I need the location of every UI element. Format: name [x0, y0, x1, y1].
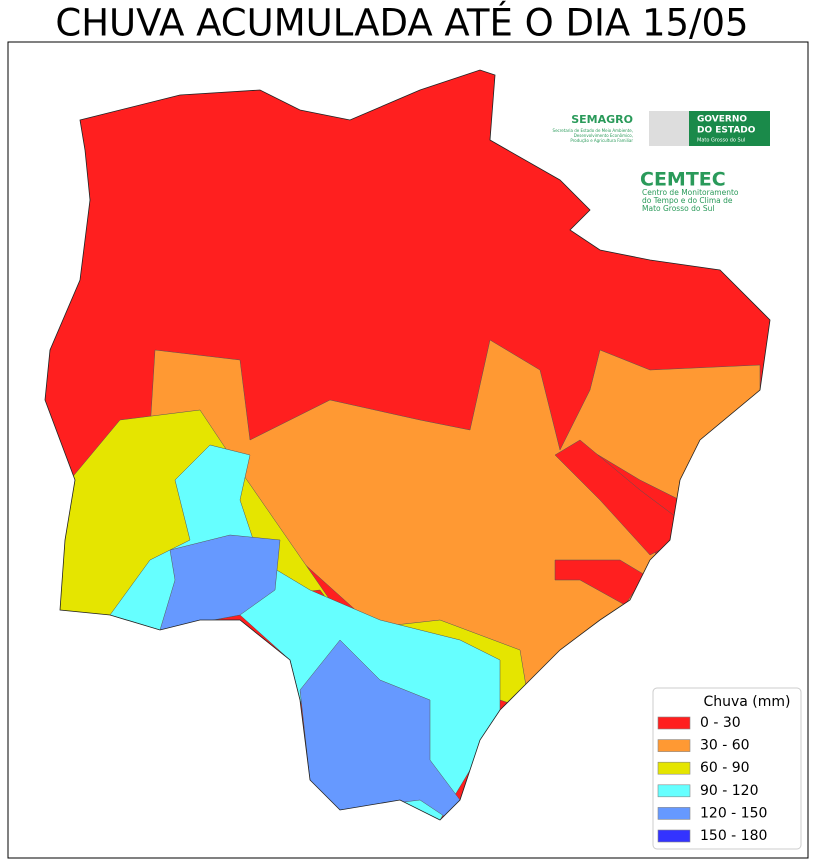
logo-text: SEMAGRO — [571, 113, 633, 126]
logo-cemtec: CEMTEC Centro de Monitoramento do Tempo … — [640, 169, 739, 214]
logo-text: GOVERNO — [697, 115, 747, 125]
legend-swatch — [657, 761, 691, 775]
logo-text: Desenvolvimento Econômico, — [574, 133, 633, 138]
map-title: CHUVA ACUMULADA ATÉ O DIA 15/05 — [55, 1, 748, 45]
legend-label: 60 - 90 — [700, 760, 750, 776]
regions — [45, 70, 770, 820]
logo-box — [689, 111, 770, 146]
legend-label: 30 - 60 — [700, 738, 750, 754]
legend-swatch — [657, 739, 691, 752]
legend-swatch — [657, 716, 691, 730]
legend-label: 0 - 30 — [700, 715, 741, 731]
map-frame — [7, 41, 809, 859]
state-outline — [44, 69, 771, 821]
legend-label: 150 - 180 — [700, 828, 767, 844]
logo-text: CEMTEC — [640, 169, 726, 191]
logo-text: Mato Grosso do Sul — [697, 138, 745, 144]
logo-semagro: SEMAGRO Secretaria de Estado de Meio Amb… — [553, 113, 634, 143]
legend-title: Chuva (mm) — [703, 694, 790, 710]
legend: Chuva (mm) 0 - 30 30 - 60 60 - 90 90 - 120 1… — [652, 687, 802, 850]
logo-text: DO ESTADO — [697, 126, 756, 136]
legend-label: 90 - 120 — [700, 783, 759, 799]
logo-text: do Tempo e do Clima de — [642, 196, 733, 205]
logo-text: Produção e Agricultura Familiar — [570, 138, 633, 143]
logo-emblem — [649, 111, 689, 146]
logo-text: Secretaria de Estado de Meio Ambiente, — [553, 128, 633, 133]
logo-text: Mato Grosso do Sul — [642, 204, 714, 213]
legend-swatch — [657, 829, 691, 843]
logo-text: Centro de Monitoramento — [642, 188, 739, 197]
rain-region — [159, 534, 281, 631]
legend-swatch — [657, 784, 691, 798]
legend-swatch — [657, 807, 691, 820]
logo-governo: GOVERNO DO ESTADO Mato Grosso do Sul — [649, 111, 770, 146]
legend-label: 120 - 150 — [700, 805, 767, 821]
